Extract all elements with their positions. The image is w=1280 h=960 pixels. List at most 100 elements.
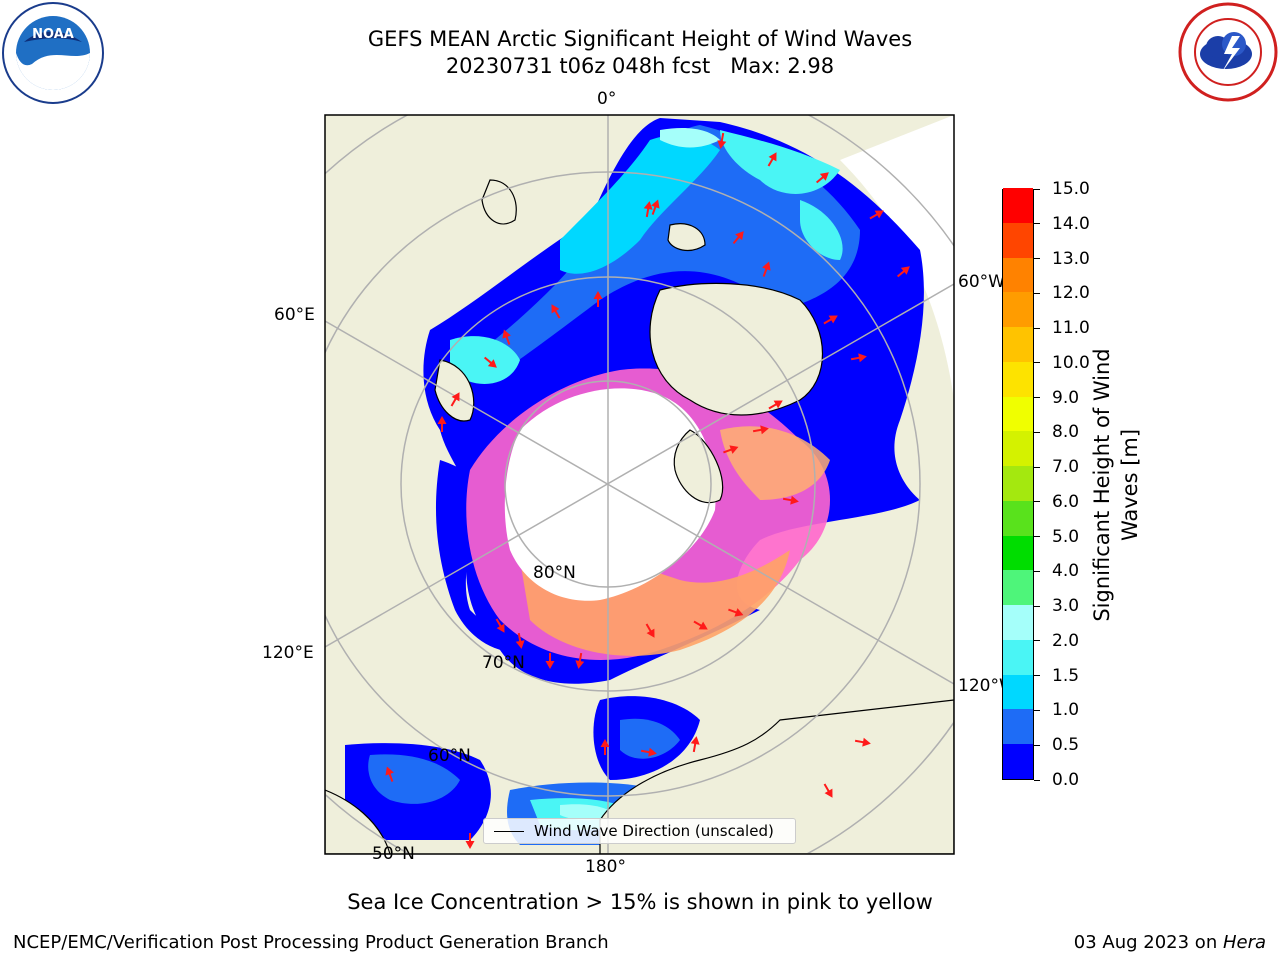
wind-wave-arrow — [768, 400, 783, 410]
lon-label-120w: 120°W — [958, 676, 1016, 696]
colorbar-tick-mark — [1034, 709, 1040, 711]
colorbar-tick-mark — [1034, 466, 1040, 468]
chart-title: GEFS MEAN Arctic Significant Height of W… — [367, 27, 913, 51]
chart-subtitle: 20230731 t06z 048h fcst Max: 2.98 — [445, 54, 835, 78]
wind-wave-arrow — [723, 445, 739, 454]
graticule — [325, 115, 954, 854]
footer-credit: NCEP/EMC/Verification Post Processing Pr… — [13, 932, 609, 953]
colorbar-tick-label: 8.0 — [1052, 422, 1080, 443]
colorbar-tick-mark — [1034, 188, 1040, 190]
colorbar-tick-label: 1.0 — [1052, 700, 1080, 721]
colorbar-band — [1003, 569, 1033, 606]
map-frame — [324, 114, 955, 855]
wind-wave-arrow — [767, 152, 777, 167]
colorbar-band — [1003, 326, 1033, 362]
colorbar-tick-label: 9.0 — [1052, 387, 1080, 408]
colorbar-tick-label: 0.5 — [1052, 735, 1080, 756]
colorbar-tick-mark — [1034, 397, 1040, 399]
map-legend: Wind Wave Direction (unscaled) — [483, 818, 796, 844]
wind-wave-arrow — [762, 261, 771, 277]
colorbar-tick-mark — [1034, 779, 1040, 781]
colorbar-tick-label: 0.0 — [1052, 770, 1080, 790]
sea-ice-field — [466, 368, 830, 660]
colorbar-tick-mark — [1034, 605, 1040, 607]
wind-wave-arrows — [385, 132, 910, 849]
footer-date: 03 Aug 2023 on Hera — [1074, 932, 1266, 953]
lon-label-60w: 60°W — [958, 272, 1005, 292]
colorbar-band — [1003, 222, 1033, 258]
colorbar-title-line2: Waves [m] — [1118, 428, 1142, 542]
colorbar-band — [1003, 500, 1033, 536]
lat-label-80: 80°N — [533, 563, 576, 583]
wind-wave-arrow — [823, 315, 838, 325]
wind-wave-arrow — [850, 353, 867, 363]
colorbar-tick-label: 1.5 — [1052, 665, 1080, 686]
colorbar-tick-mark — [1034, 570, 1040, 572]
wind-wave-arrow — [728, 608, 744, 617]
colorbar-tick-label: 12.0 — [1052, 283, 1090, 304]
colorbar-tick-label: 7.0 — [1052, 457, 1080, 478]
wind-wave-arrow — [869, 210, 884, 220]
colorbar-tick-mark — [1034, 640, 1040, 642]
colorbar-tick-label: 11.0 — [1052, 318, 1090, 339]
colorbar-tick-mark — [1034, 258, 1040, 260]
colorbar-band — [1003, 639, 1033, 675]
wind-wave-arrow — [645, 623, 655, 638]
wind-wave-arrow — [593, 291, 603, 307]
wind-wave-arrow — [600, 739, 610, 755]
colorbar-band — [1003, 187, 1033, 223]
wind-wave-arrow — [782, 495, 799, 505]
wind-wave-arrow — [551, 304, 561, 319]
wind-wave-arrow — [717, 132, 727, 149]
legend-line-sample — [494, 831, 524, 832]
wind-wave-arrow — [643, 201, 653, 218]
wind-wave-arrow — [483, 356, 497, 368]
colorbar-tick-mark — [1034, 327, 1040, 329]
wind-wave-arrow — [495, 618, 505, 633]
wind-wave-arrow — [690, 736, 700, 753]
colorbar-band — [1003, 291, 1033, 328]
colorbar-tick-label: 10.0 — [1052, 352, 1090, 373]
colorbar-tick-mark — [1034, 675, 1040, 677]
wind-wave-arrow — [545, 653, 555, 669]
sea-ice-note: Sea Ice Concentration > 15% is shown in … — [347, 890, 933, 914]
colorbar-tick-mark — [1034, 536, 1040, 538]
colorbar-band — [1003, 257, 1033, 293]
wind-wave-arrow — [732, 231, 744, 245]
colorbar — [1002, 187, 1034, 780]
noaa-logo: NOAA — [2, 2, 104, 104]
wind-wave-arrow — [823, 783, 833, 798]
colorbar-tick-label: 5.0 — [1052, 526, 1080, 547]
legend-label: Wind Wave Direction (unscaled) — [534, 822, 774, 840]
colorbar-tick-label: 14.0 — [1052, 213, 1090, 234]
wind-wave-arrow — [385, 766, 394, 782]
colorbar-tick-label: 4.0 — [1052, 561, 1080, 582]
lon-label-120e: 120°E — [262, 643, 314, 663]
wind-wave-arrow — [693, 620, 708, 630]
wind-wave-arrow — [575, 652, 585, 669]
colorbar-band — [1003, 604, 1033, 640]
colorbar-tick-mark — [1034, 744, 1040, 746]
wind-wave-arrow — [502, 329, 511, 345]
colorbar-band — [1003, 465, 1033, 501]
colorbar-band — [1003, 396, 1033, 432]
lon-label-180: 180° — [585, 857, 626, 877]
wind-wave-arrow — [437, 416, 447, 432]
colorbar-tick-mark — [1034, 431, 1040, 433]
wind-wave-arrow — [465, 833, 475, 849]
colorbar-band — [1003, 430, 1033, 467]
nws-logo — [1178, 2, 1278, 102]
colorbar-tick-label: 6.0 — [1052, 491, 1080, 512]
colorbar-band — [1003, 361, 1033, 397]
colorbar-tick-label: 3.0 — [1052, 596, 1080, 617]
lon-label-0: 0° — [597, 89, 617, 109]
colorbar-title: Significant Height of Wind Waves [m] — [1088, 348, 1144, 621]
colorbar-band — [1003, 709, 1033, 745]
wind-wave-arrow — [815, 172, 829, 184]
colorbar-tick-mark — [1034, 501, 1040, 503]
colorbar-tick-mark — [1034, 362, 1040, 364]
colorbar-tick-label: 13.0 — [1052, 248, 1090, 269]
wind-wave-arrow — [752, 425, 769, 435]
colorbar-tick-mark — [1034, 292, 1040, 294]
